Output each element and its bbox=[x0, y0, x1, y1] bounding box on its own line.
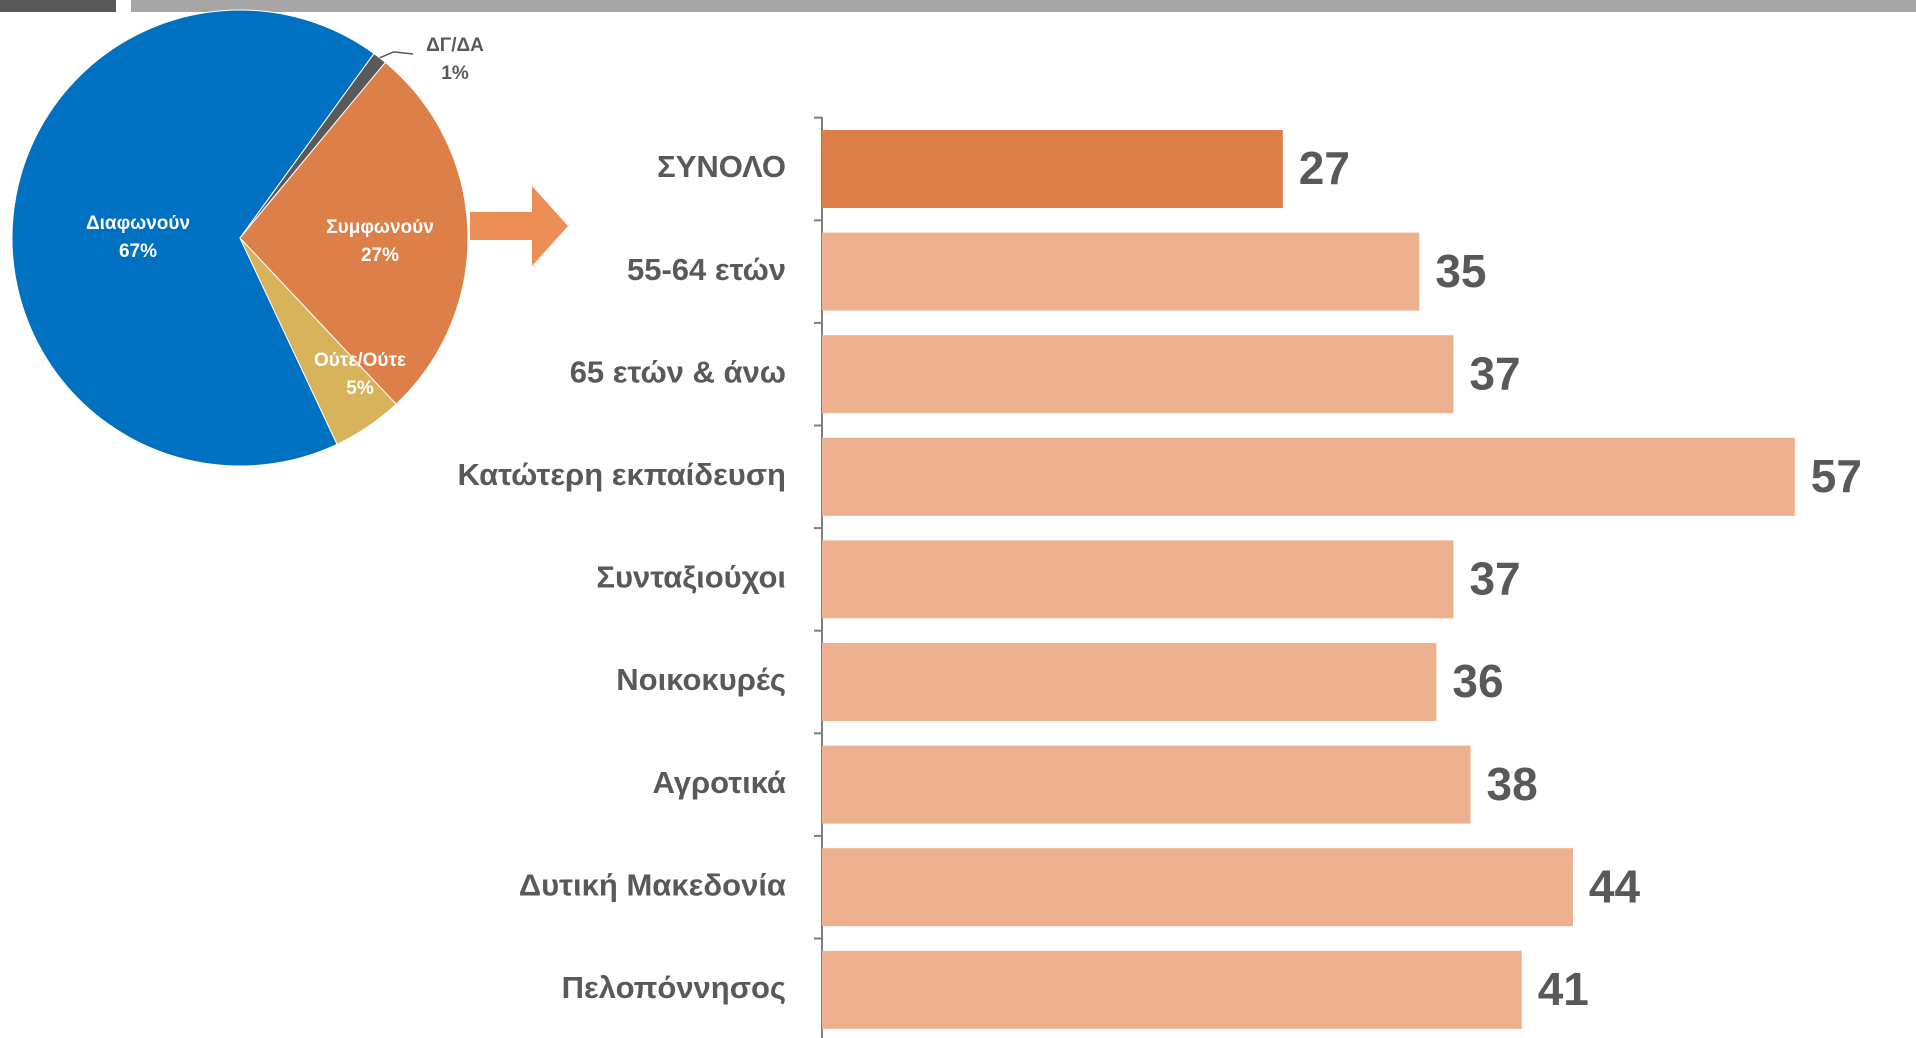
bar bbox=[822, 848, 1573, 927]
slice-value: 27% bbox=[361, 245, 399, 266]
category-label: ΣΥΝΟΛΟ bbox=[657, 149, 786, 184]
bar bbox=[822, 643, 1437, 721]
bar bbox=[822, 540, 1454, 619]
category-label: Πελοπόννησος bbox=[562, 970, 786, 1005]
category-label: Κατώτερη εκπαίδευση bbox=[457, 457, 786, 492]
category-label: Δυτική Μακεδονία bbox=[519, 867, 786, 902]
slice-label: Ούτε/Ούτε bbox=[314, 350, 406, 371]
pie-slice bbox=[11, 9, 375, 467]
value-label: 38 bbox=[1487, 758, 1538, 810]
slice-label: Συμφωνούν bbox=[326, 217, 434, 238]
slice-value: 5% bbox=[346, 378, 374, 399]
slice-label: ΔΓ/ΔΑ bbox=[426, 35, 484, 56]
slice-value: 67% bbox=[119, 241, 157, 262]
leader-line bbox=[379, 51, 414, 59]
value-label: 41 bbox=[1538, 963, 1589, 1015]
pie-slice bbox=[239, 237, 397, 445]
header-bar bbox=[131, 0, 1916, 12]
category-label: Αγροτικά bbox=[653, 765, 787, 800]
value-label: 57 bbox=[1811, 450, 1862, 502]
pie-slice bbox=[239, 61, 469, 405]
arrow bbox=[470, 186, 568, 266]
bar bbox=[822, 335, 1454, 414]
slice-label: Διαφωνούν bbox=[86, 213, 190, 234]
category-label: Νοικοκυρές bbox=[616, 662, 786, 697]
value-label: 44 bbox=[1589, 860, 1641, 912]
bar bbox=[822, 130, 1283, 208]
bar bbox=[822, 950, 1522, 1029]
bar bbox=[822, 232, 1420, 311]
header-block bbox=[0, 0, 116, 12]
slice-value: 1% bbox=[441, 63, 469, 84]
value-label: 37 bbox=[1469, 553, 1520, 605]
value-label: 27 bbox=[1299, 142, 1350, 194]
category-label: 65 ετών & άνω bbox=[570, 354, 786, 389]
bar bbox=[822, 745, 1471, 824]
value-label: 36 bbox=[1452, 655, 1503, 707]
category-label: 55-64 ετών bbox=[627, 252, 786, 287]
category-label: Συνταξιούχοι bbox=[596, 560, 786, 595]
bar bbox=[822, 437, 1795, 516]
value-label: 37 bbox=[1469, 347, 1520, 399]
value-label: 35 bbox=[1435, 245, 1486, 297]
